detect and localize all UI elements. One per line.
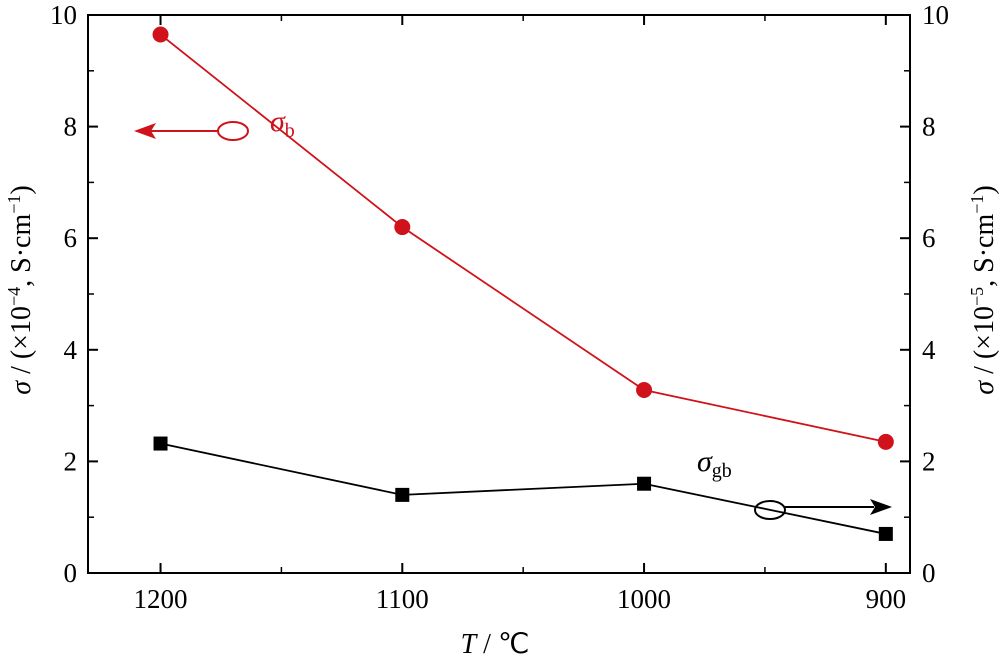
x-tick-label: 1200 xyxy=(134,584,188,614)
plot-frame xyxy=(87,14,911,574)
y-right-tick-label: 4 xyxy=(922,335,936,365)
sigma-b-point xyxy=(636,381,653,398)
y-axis-left-title: σ / (×10−4, S·cm−1) xyxy=(4,185,37,394)
x-tick-label: 1000 xyxy=(617,584,671,614)
y-left-tick-label: 2 xyxy=(64,446,78,476)
axes: 1200 1100 1000 900 0 2 4 6 8 10 0 2 4 6 8 10 xyxy=(50,0,949,614)
y-right-tick-label: 8 xyxy=(922,112,936,142)
sigma-b-line xyxy=(159,33,887,443)
sigma-b-point xyxy=(152,26,169,43)
sigma-gb-point xyxy=(878,526,893,541)
y-right-tick-label: 10 xyxy=(922,0,949,30)
x-axis-title: T / ℃ xyxy=(461,629,530,660)
y-left-tick-label: 8 xyxy=(64,112,78,142)
sigma-gb-annotation-ellipse xyxy=(754,500,786,520)
sigma-b-annotation-arrowhead xyxy=(134,123,156,139)
y-left-tick-label: 10 xyxy=(50,0,77,30)
y-left-tick-label: 4 xyxy=(64,335,78,365)
sigma-gb-annotation: σgb xyxy=(697,445,892,520)
sigma-b-point xyxy=(394,219,411,236)
sigma-gb-point xyxy=(153,436,168,451)
sigma-b-label: σb xyxy=(270,105,295,142)
sigma-gb-point xyxy=(637,476,652,491)
y-right-tick-label: 2 xyxy=(922,446,936,476)
series-layer xyxy=(152,26,894,541)
sigma-b-annotation-ellipse xyxy=(217,121,249,141)
sigma-gb-point xyxy=(395,487,410,502)
sigma-b-annotation: σb xyxy=(134,105,295,142)
y-left-tick-label: 6 xyxy=(64,223,78,253)
y-right-tick-label: 6 xyxy=(922,223,936,253)
sigma-gb-label: σgb xyxy=(697,445,732,482)
y-right-tick-label: 0 xyxy=(922,558,936,588)
y-left-tick-label: 0 xyxy=(64,558,78,588)
sigma-b-point xyxy=(877,433,894,450)
x-tick-label: 900 xyxy=(866,584,907,614)
sigma-gb-annotation-arrowhead xyxy=(870,499,892,515)
y-axis-right-title: σ / (×10−5, S·cm−1) xyxy=(967,185,1000,394)
sigma-gb-line xyxy=(160,442,887,535)
x-tick-label: 1100 xyxy=(376,584,429,614)
